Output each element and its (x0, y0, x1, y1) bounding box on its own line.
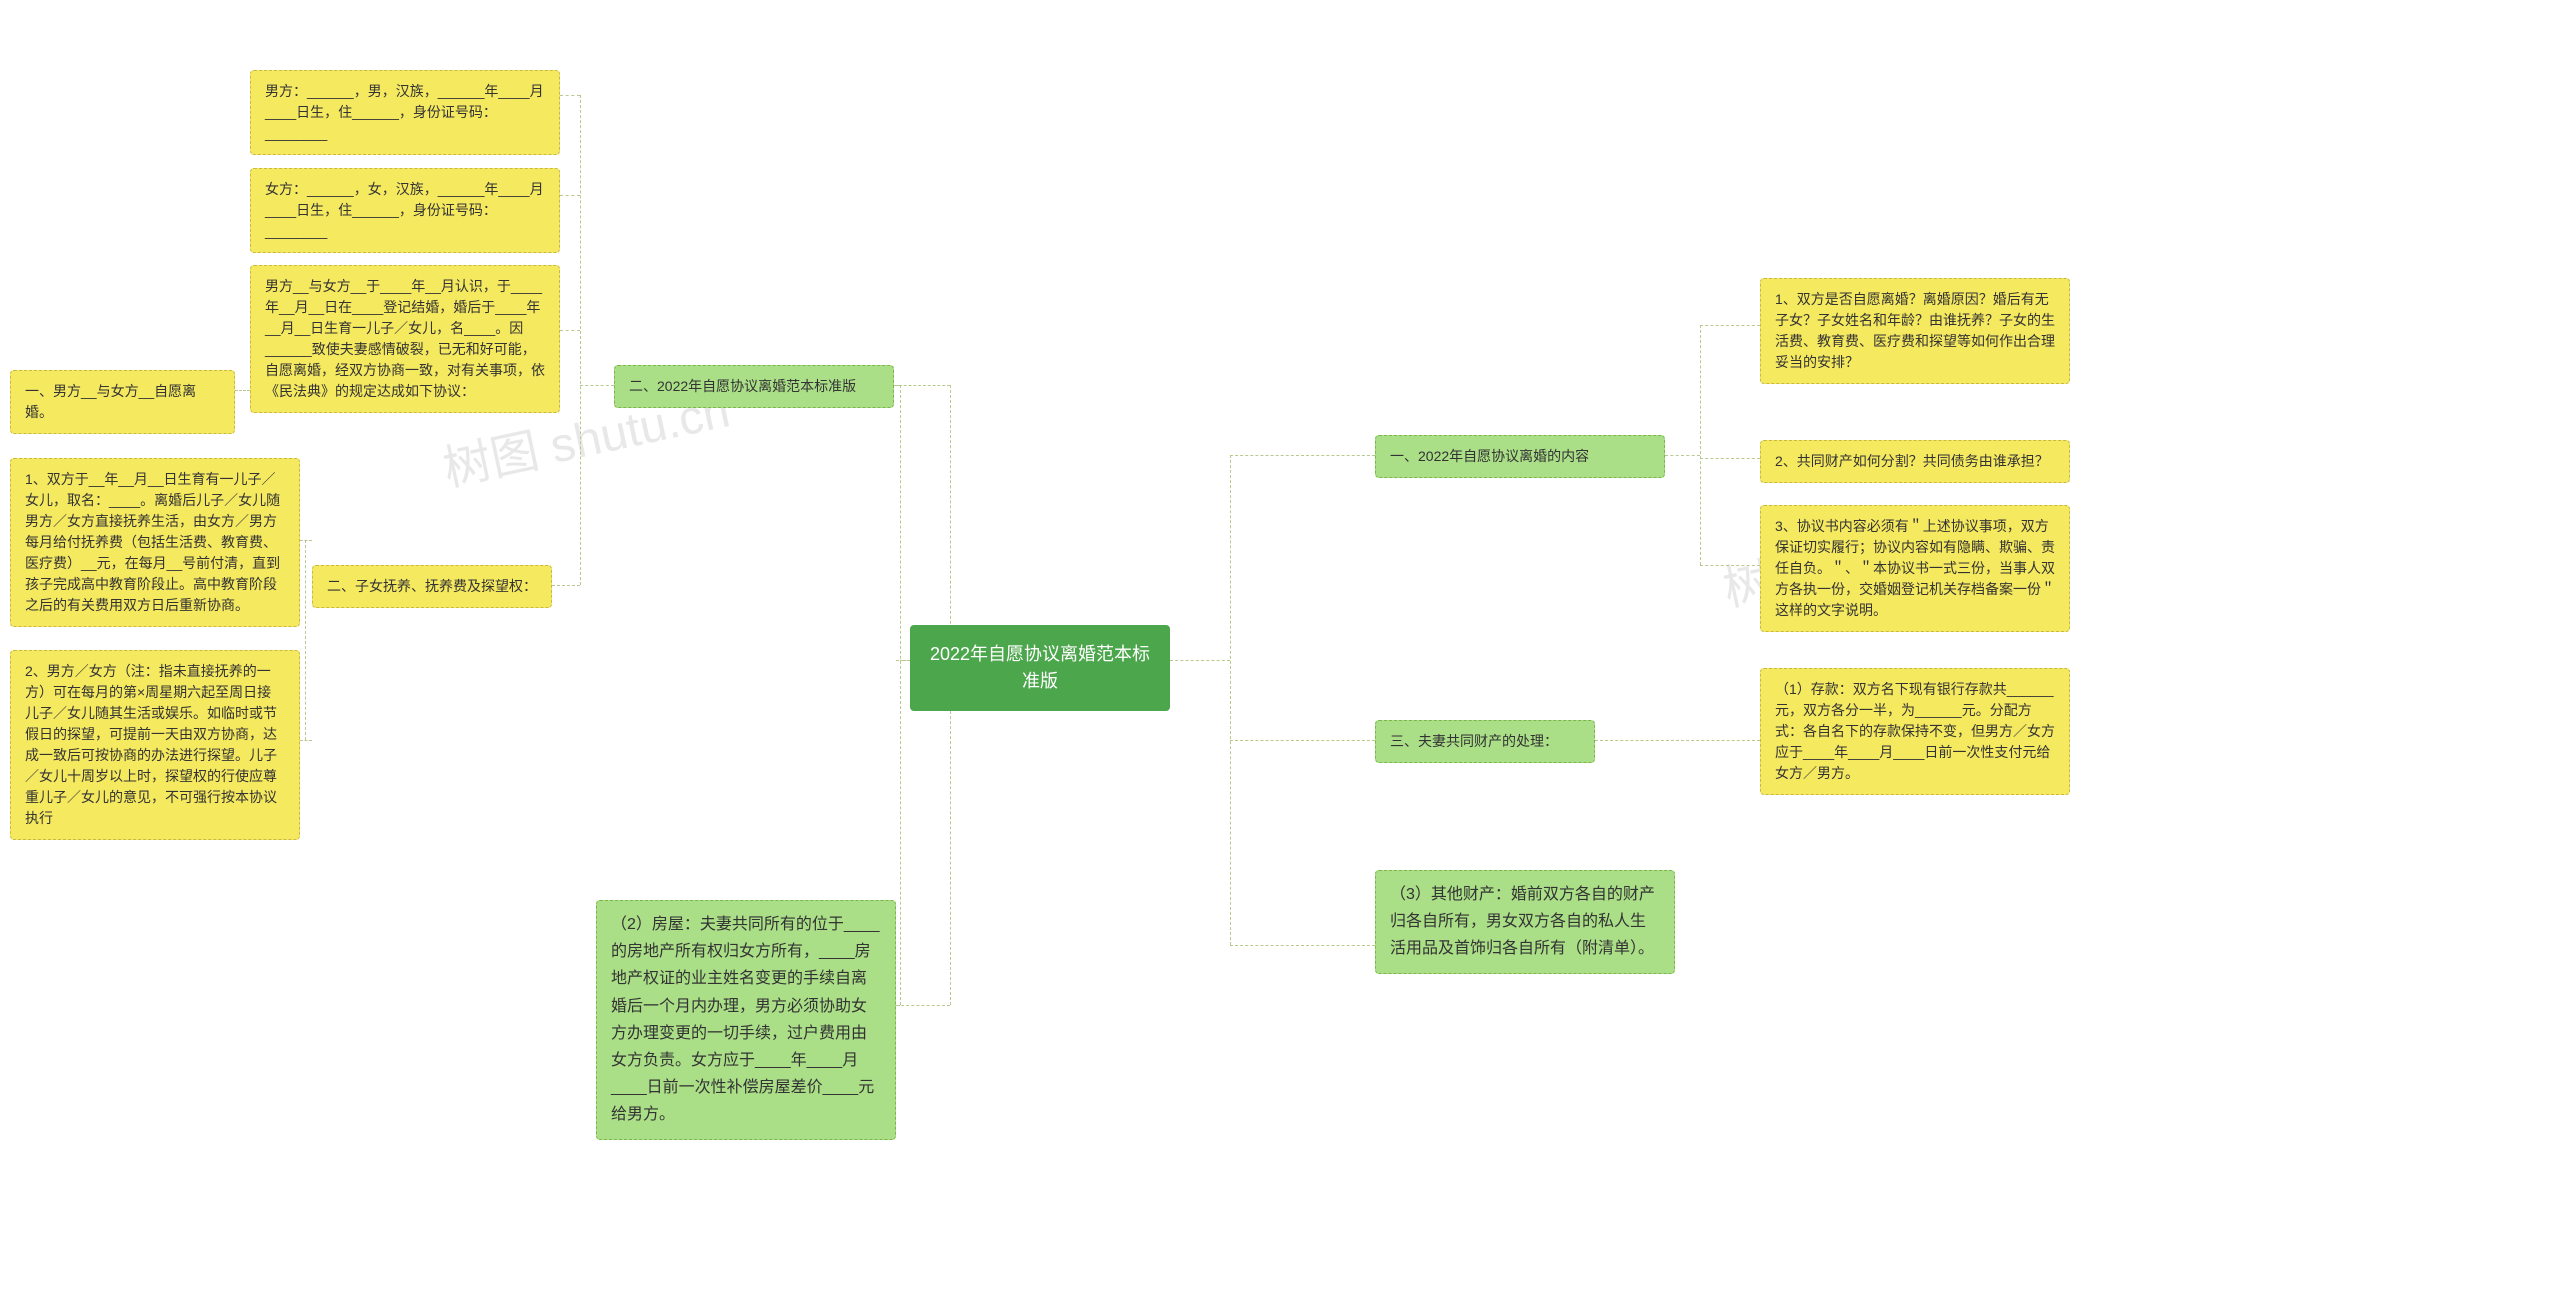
connector (1700, 325, 1701, 565)
leaf-sub-b-title[interactable]: 二、子女抚养、抚养费及探望权： (312, 565, 552, 608)
leaf-s2-male[interactable]: 男方：______，男，汉族，______年____月____日生，住_____… (250, 70, 560, 155)
connector (1230, 455, 1375, 456)
root-node[interactable]: 2022年自愿协议离婚范本标准版 (910, 625, 1170, 711)
branch-section-2[interactable]: 二、2022年自愿协议离婚范本标准版 (614, 365, 894, 408)
connector (1230, 455, 1231, 945)
connector (560, 195, 580, 196)
leaf-s1-item3[interactable]: 3、协议书内容必须有＂上述协议事项，双方保证切实履行；协议内容如有隐瞒、欺骗、责… (1760, 505, 2070, 632)
connector (1230, 945, 1375, 946)
connector (1595, 740, 1760, 741)
connector (1230, 740, 1375, 741)
connector (1700, 458, 1760, 459)
connector (894, 385, 900, 386)
connector (580, 385, 614, 386)
connector (1170, 660, 1230, 661)
connector (896, 1005, 950, 1006)
leaf-sub-a[interactable]: 一、男方__与女方__自愿离婚。 (10, 370, 235, 434)
branch-section-3[interactable]: 三、夫妻共同财产的处理： (1375, 720, 1595, 763)
connector (894, 385, 950, 386)
connector (552, 585, 580, 586)
branch-section-1[interactable]: 一、2022年自愿协议离婚的内容 (1375, 435, 1665, 478)
leaf-sub-b-item2[interactable]: 2、男方／女方（注：指未直接抚养的一方）可在每月的第×周星期六起至周日接儿子／女… (10, 650, 300, 840)
leaf-sub-b-item1[interactable]: 1、双方于__年__月__日生育有一儿子／女儿，取名：____。离婚后儿子／女儿… (10, 458, 300, 627)
connector (300, 540, 312, 541)
leaf-s1-item1[interactable]: 1、双方是否自愿离婚？离婚原因？婚后有无子女？子女姓名和年龄？由谁抚养？子女的生… (1760, 278, 2070, 384)
connector (900, 385, 901, 1005)
connector (1700, 565, 1760, 566)
connector (580, 95, 581, 585)
connector (305, 540, 306, 740)
leaf-s2-intro[interactable]: 男方__与女方__于____年__月认识，于____年__月__日在____登记… (250, 265, 560, 413)
branch-other-property[interactable]: （3）其他财产：婚前双方各自的财产归各自所有，男女双方各自的私人生活用品及首饰归… (1375, 870, 1675, 974)
connector (1700, 325, 1760, 326)
leaf-s2-female[interactable]: 女方：______，女，汉族，______年____月____日生，住_____… (250, 168, 560, 253)
leaf-s3-item1[interactable]: （1）存款：双方名下现有银行存款共______元，双方各分一半，为______元… (1760, 668, 2070, 795)
connector (900, 660, 910, 661)
connector (300, 740, 312, 741)
leaf-s1-item2[interactable]: 2、共同财产如何分割？共同债务由谁承担？ (1760, 440, 2070, 483)
connector (1665, 455, 1700, 456)
connector (235, 390, 250, 391)
connector (560, 330, 580, 331)
branch-house[interactable]: （2）房屋：夫妻共同所有的位于____的房地产所有权归女方所有，____房地产权… (596, 900, 896, 1140)
connector (560, 95, 580, 96)
